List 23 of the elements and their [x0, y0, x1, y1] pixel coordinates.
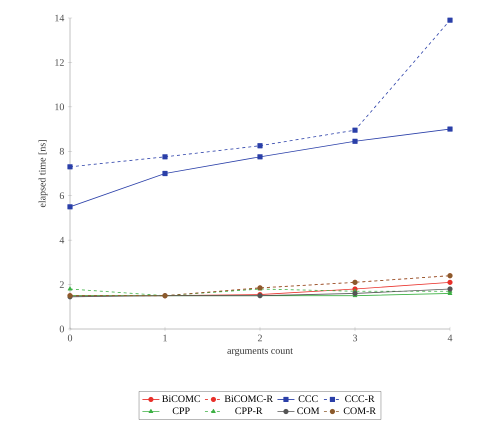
x-tick-label: 3: [352, 334, 358, 342]
y-tick-label: 12: [55, 59, 64, 66]
x-tick-label: 2: [258, 334, 262, 342]
y-tick-label: 14: [55, 14, 64, 22]
legend-label: CCC-R: [345, 395, 375, 402]
legend-label: COM-R: [344, 407, 376, 414]
legend-label: CPP: [172, 407, 190, 414]
legend-label: CCC: [298, 395, 318, 402]
x-tick-label: 0: [68, 334, 72, 342]
x-tick-label: 4: [448, 334, 452, 342]
y-tick-label: 2: [60, 281, 64, 288]
legend-label: COM: [297, 407, 320, 414]
y-tick-label: 6: [60, 192, 64, 200]
y-tick-label: 0: [60, 326, 64, 332]
x-tick-label: 1: [163, 334, 167, 342]
legend-label: BiCOMC-R: [224, 395, 274, 402]
y-axis-title: elapsed time [ns]: [38, 140, 48, 208]
legend-label: BiCOMC: [162, 395, 200, 402]
legend-label: CPP-R: [235, 407, 263, 414]
y-tick-label: 4: [60, 236, 64, 244]
y-tick-label: 10: [55, 103, 64, 110]
y-tick-label: 8: [60, 148, 64, 155]
x-axis-title: arguments count: [227, 348, 293, 356]
